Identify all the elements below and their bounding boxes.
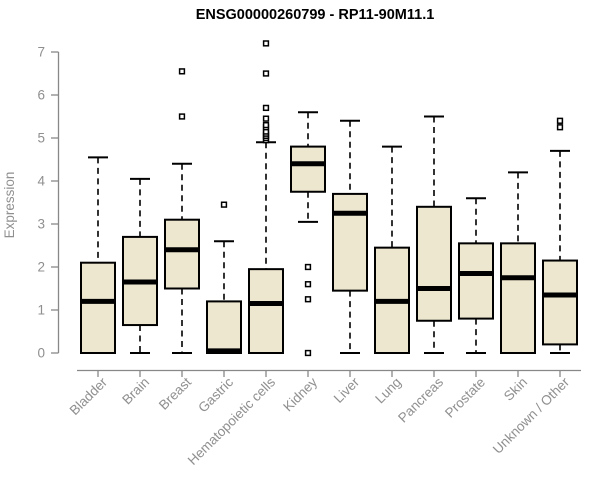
iqr-box bbox=[290, 145, 326, 193]
iqr-box bbox=[248, 268, 284, 354]
x-tick-label: Liver bbox=[331, 374, 363, 406]
iqr-box bbox=[458, 242, 494, 320]
outlier-point bbox=[262, 40, 270, 47]
box-group-prostate bbox=[458, 197, 494, 354]
box-group-lung bbox=[374, 145, 410, 354]
y-axis: 0 1 2 3 4 5 6 7 bbox=[37, 45, 60, 361]
y-axis-label: Expression bbox=[2, 172, 17, 239]
outlier-point bbox=[262, 121, 270, 129]
box-group-hematopoietic-cells bbox=[248, 40, 284, 354]
x-tick-label: Unknown / Other bbox=[490, 374, 573, 457]
outlier-point bbox=[178, 113, 186, 120]
x-tick-label: Breast bbox=[156, 374, 194, 412]
outlier-point bbox=[304, 296, 312, 303]
y-tick-label: 6 bbox=[37, 88, 45, 103]
iqr-box bbox=[542, 259, 578, 346]
y-tick-label: 1 bbox=[37, 303, 45, 318]
x-tick-label: Kidney bbox=[280, 374, 320, 414]
outlier-point bbox=[304, 349, 312, 357]
outlier-point bbox=[304, 281, 312, 288]
iqr-box bbox=[332, 192, 368, 292]
x-tick-label: Brain bbox=[119, 375, 152, 408]
box-group-unknown-other bbox=[542, 117, 578, 354]
outlier-point bbox=[262, 104, 270, 112]
x-tick-label: Prostate bbox=[442, 375, 488, 421]
chart-title: ENSG00000260799 - RP11-90M11.1 bbox=[196, 7, 435, 23]
iqr-box bbox=[206, 300, 242, 354]
outlier-point bbox=[178, 68, 186, 75]
x-tick-label: Pancreas bbox=[395, 374, 446, 425]
box-group-liver bbox=[332, 119, 368, 354]
box-group-pancreas bbox=[416, 115, 452, 354]
box-group-skin bbox=[500, 171, 536, 355]
y-tick-label: 4 bbox=[37, 174, 45, 189]
x-tick-label: Lung bbox=[372, 375, 404, 407]
x-tick-label: Gastric bbox=[195, 374, 236, 415]
x-tick-label: Skin bbox=[501, 375, 530, 404]
x-tick-label: Bladder bbox=[67, 374, 111, 418]
box-group-brain bbox=[122, 177, 158, 354]
box-group-kidney bbox=[290, 111, 326, 357]
outlier-point bbox=[556, 124, 564, 131]
iqr-box bbox=[416, 205, 452, 322]
outlier-point bbox=[220, 201, 228, 208]
outlier-point bbox=[262, 70, 270, 77]
outlier-point bbox=[304, 263, 312, 271]
y-tick-label: 0 bbox=[37, 346, 45, 361]
y-tick-label: 5 bbox=[37, 131, 45, 146]
box-group-breast bbox=[164, 68, 200, 354]
iqr-box bbox=[80, 261, 116, 355]
box-group-gastric bbox=[206, 201, 242, 354]
outlier-point bbox=[556, 117, 564, 124]
iqr-box bbox=[500, 242, 536, 355]
outlier-point bbox=[262, 115, 270, 122]
y-tick-label: 7 bbox=[37, 45, 45, 60]
y-tick-label: 3 bbox=[37, 217, 45, 232]
y-tick-label: 2 bbox=[37, 260, 45, 275]
iqr-box bbox=[164, 218, 200, 290]
box-group-bladder bbox=[80, 156, 116, 355]
